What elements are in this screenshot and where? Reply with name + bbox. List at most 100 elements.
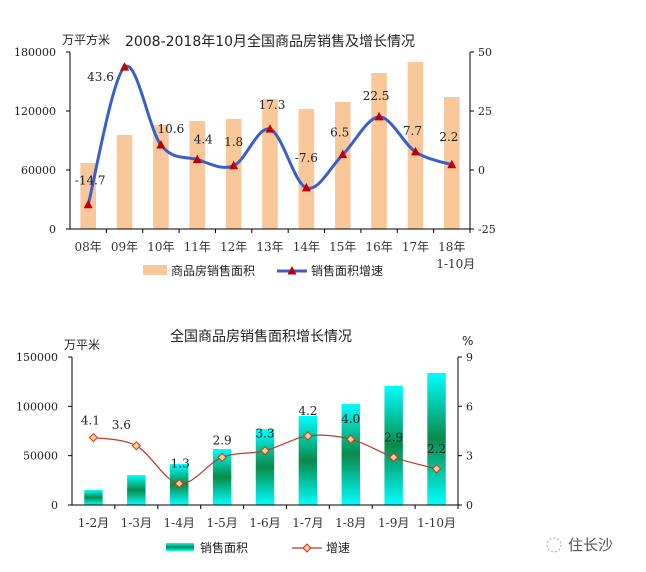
growth-line [86,64,453,206]
bar [262,99,278,230]
bar [298,416,318,505]
y-tick-label: 100000 [16,400,58,413]
x-tick-label: 1-7月 [292,516,323,530]
data-label: 1.3 [171,457,190,471]
y2-axis-unit: % [462,334,473,348]
data-label: 7.7 [403,124,422,138]
data-label: 4.0 [341,412,360,426]
x-tick-label: 13年 [256,240,283,254]
y-tick-label: 60000 [21,164,56,177]
bar [255,429,275,505]
watermark-text: 住长沙 [568,536,613,554]
y2-tick-label: 3 [466,450,473,463]
x-tick-label: 1-2月 [78,516,109,530]
data-label: 2.9 [384,430,403,444]
line-point [83,199,93,209]
data-label: 2.2 [427,442,446,456]
x-tick-label: 08年 [75,240,102,254]
data-label: 4.4 [194,133,213,147]
bar [80,163,96,229]
data-label: 2.9 [213,433,232,447]
legend-label-line: 销售面积增速 [311,263,383,278]
legend-swatch-bar [166,543,194,551]
line-point [88,432,99,443]
y-axis-unit: 万平方米 [62,32,110,47]
line-point [374,111,384,121]
y2-tick-label: 6 [466,400,473,413]
x-tick-label: 1-6月 [249,516,280,530]
x-tick-label: 16年 [365,240,392,254]
y2-tick-label: 25 [478,105,492,118]
bar [298,109,315,229]
x-tick-label: 15年 [329,240,356,254]
data-label: -14.7 [75,174,106,188]
x-tick-label: 12年 [220,240,247,254]
legend-label-bar: 商品房销售面积 [171,263,255,278]
y-tick-label: 50000 [23,450,58,463]
line-point [260,446,270,456]
y-tick-label: 0 [49,223,56,236]
line-point [447,159,457,169]
bar [334,101,351,229]
data-label: 4.2 [298,404,317,418]
chart-title: 2008-2018年10月全国商品房销售及增长情况 [125,33,415,50]
x-tick-label: 1-8月 [335,516,366,530]
chart-title: 全国商品房销售面积增长情况 [170,328,352,345]
legend-marker [287,266,297,275]
x-tick-sublabel: 1-10月 [436,257,475,271]
line-point [338,149,348,159]
x-tick-label: 18年 [438,240,465,254]
line-point [192,154,202,164]
line-point [410,146,420,156]
line-point [131,441,142,451]
x-tick-label: 10年 [147,240,174,254]
data-label: 6.5 [330,126,349,140]
x-tick-label: 1-9月 [378,516,409,530]
y2-tick-label: 0 [466,499,473,512]
x-tick-label: 1-3月 [121,516,152,530]
bar [116,134,133,229]
data-label: 10.6 [158,122,185,136]
data-label: 43.6 [87,70,114,84]
bar [384,386,403,505]
bar [84,490,103,505]
line-point [156,139,166,149]
legend-label-bar: 销售面积 [200,540,248,555]
watermark-icon [546,537,562,553]
line-point [431,464,442,474]
y2-tick-label: 50 [478,46,492,59]
line-point [346,434,356,444]
y2-tick-label: 0 [478,164,485,177]
bar [212,448,232,505]
data-label: 17.3 [259,98,286,112]
bar [127,475,146,505]
line-point [303,431,313,441]
line-point [174,478,184,489]
line-point [229,160,239,170]
line-point [217,452,227,463]
legend-marker [302,543,312,553]
bar [407,62,424,229]
y-axis-unit: 万平米 [64,338,100,352]
data-label: 3.3 [255,427,274,441]
bar [427,372,446,505]
x-tick-label: 1-4月 [164,516,195,530]
y-tick-label: 180000 [14,46,56,59]
data-label: 3.6 [112,418,131,432]
legend-label-line: 增速 [326,541,350,555]
data-label: 1.8 [224,135,243,149]
y2-tick-label: -25 [478,223,496,236]
bar [225,118,242,229]
y-tick-label: 150000 [16,351,58,364]
y-tick-label: 120000 [14,105,56,118]
watermark: 住长沙 [546,536,613,554]
x-tick-label: 09年 [111,240,138,254]
data-label: -7.6 [295,151,318,165]
bar [189,121,206,229]
data-label: 4.1 [81,414,100,428]
line-point [388,452,399,463]
line-point [301,182,311,192]
x-tick-label: 17年 [402,240,429,254]
